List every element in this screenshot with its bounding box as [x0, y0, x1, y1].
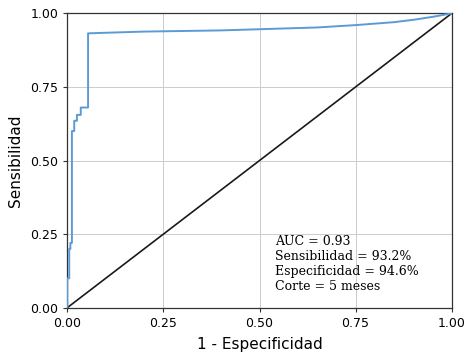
X-axis label: 1 - Especificidad: 1 - Especificidad	[197, 337, 322, 352]
Text: AUC = 0.93
Sensibilidad = 93.2%
Especificidad = 94.6%
Corte = 5 meses: AUC = 0.93 Sensibilidad = 93.2% Especifi…	[275, 235, 419, 293]
Y-axis label: Sensibilidad: Sensibilidad	[9, 114, 23, 207]
